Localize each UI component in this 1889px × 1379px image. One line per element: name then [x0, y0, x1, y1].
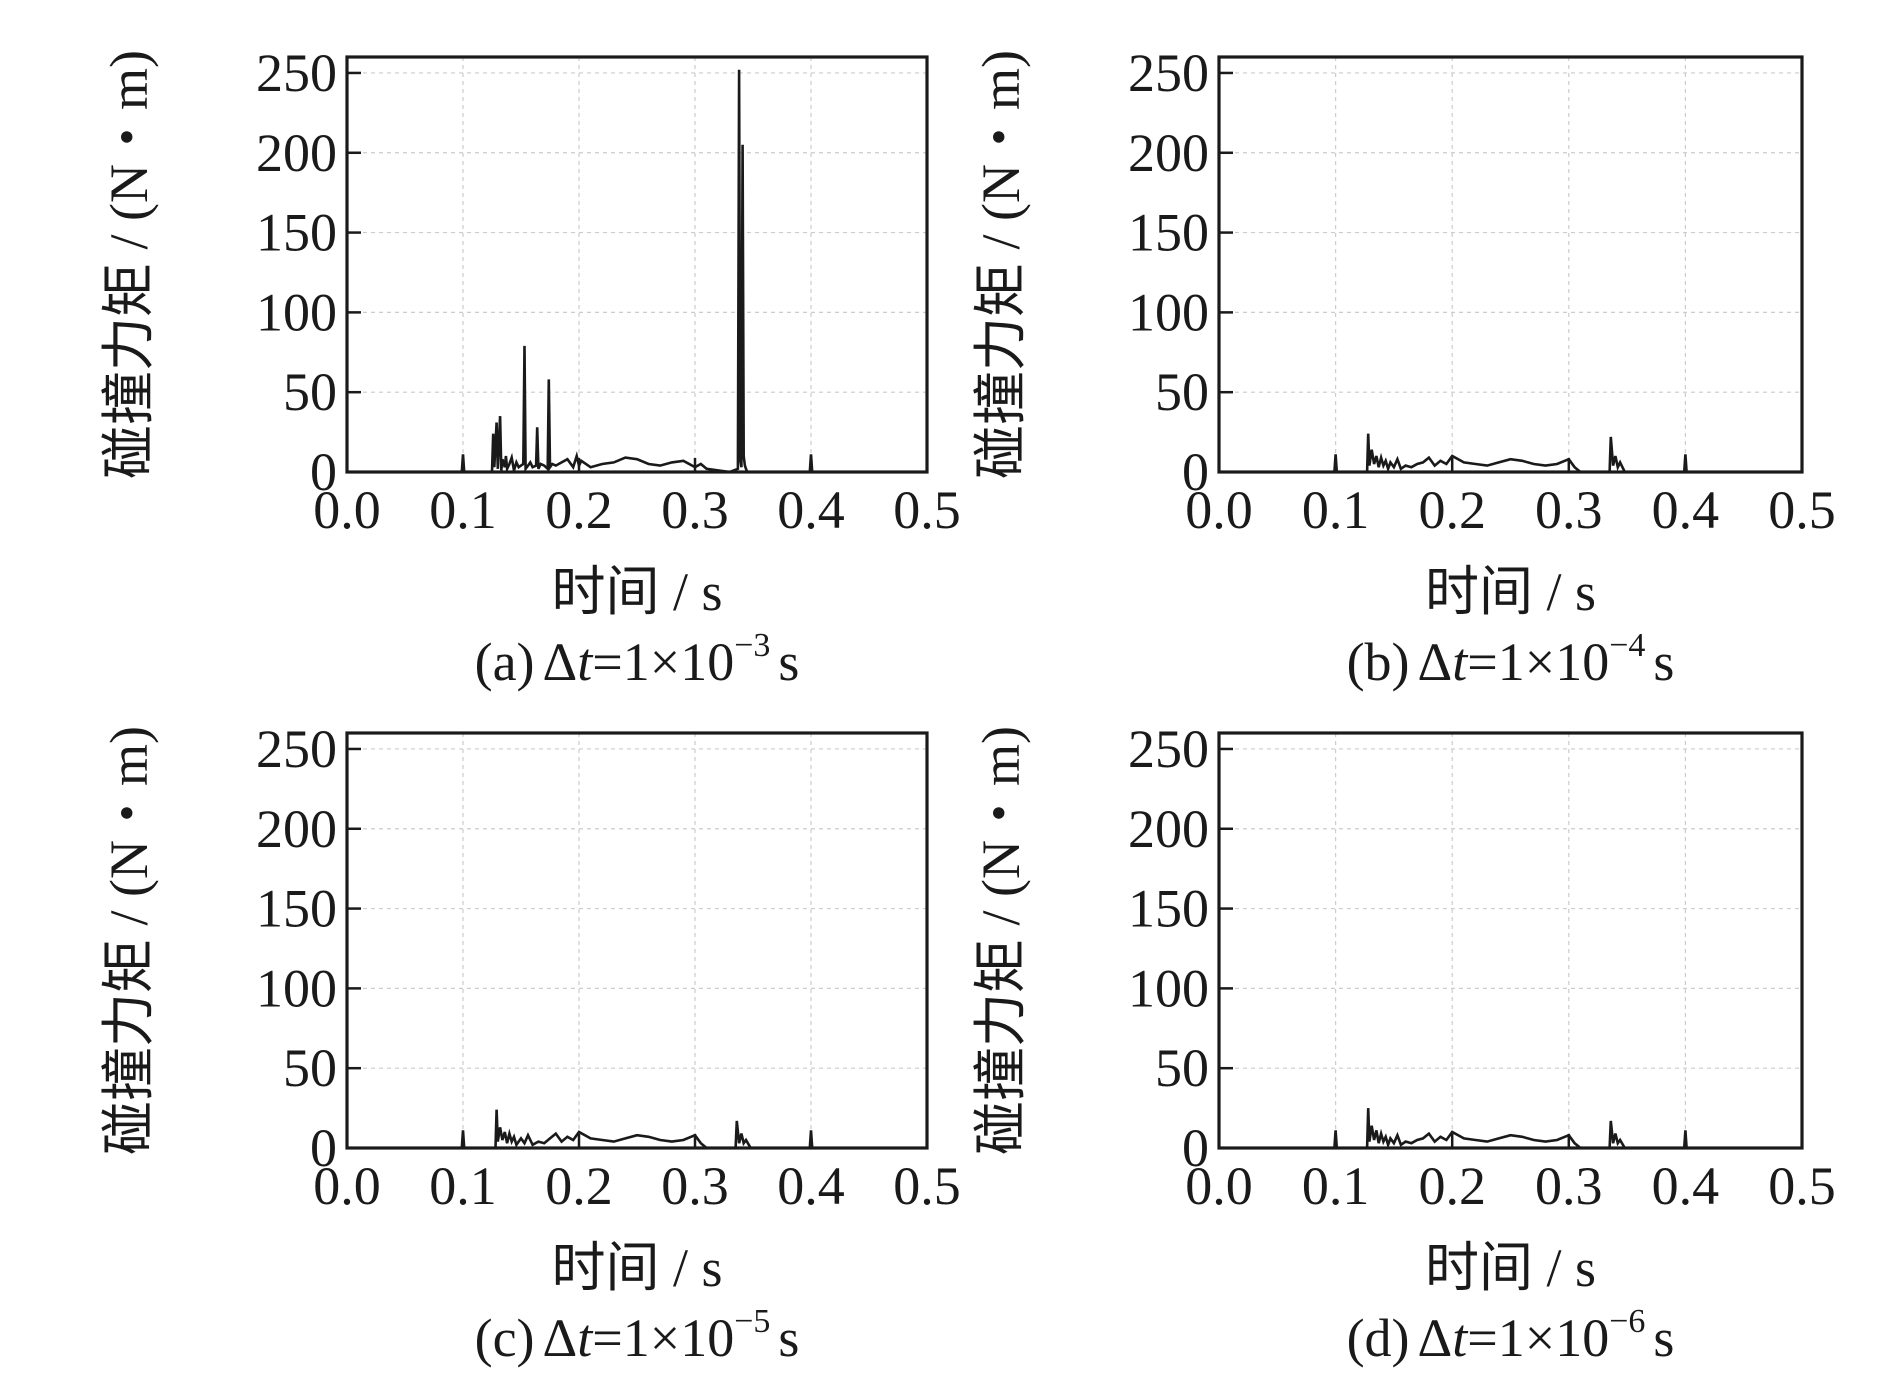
y-tick-label: 250 [1128, 43, 1209, 103]
x-tick-label: 0.1 [429, 1156, 497, 1216]
x-tick-label: 0.4 [777, 480, 845, 540]
x-tick-label: 0.2 [1418, 480, 1486, 540]
plot-frame [345, 731, 929, 1150]
y-axis-title: 碰撞力矩 / (N・m) [99, 726, 159, 1155]
y-tick-label: 0 [310, 442, 337, 502]
y-tick-label: 200 [256, 799, 337, 859]
x-tick-label: 0.4 [1652, 480, 1720, 540]
data-line [347, 69, 927, 474]
x-tick-label: 0.4 [777, 1156, 845, 1216]
caption-unit: s [778, 632, 799, 692]
caption-exponent: −3 [734, 627, 770, 664]
x-tick-label: 0.3 [661, 1156, 729, 1216]
x-tick-label: 0.5 [1768, 1156, 1836, 1216]
y-tick-label: 50 [1155, 362, 1209, 422]
caption-exponent: −5 [734, 1303, 770, 1340]
caption-main: =1×10 [1467, 1308, 1609, 1368]
caption-letter: (d) [1347, 1308, 1410, 1368]
x-tick-label: 0.0 [1185, 480, 1253, 540]
x-tick-label: 0.5 [1768, 480, 1836, 540]
caption-variable: t [577, 632, 594, 692]
caption-letter: (a) [475, 632, 535, 692]
y-tick-label: 150 [1128, 203, 1209, 263]
y-tick-label: 200 [1128, 799, 1209, 859]
x-tick-label: 0.1 [1302, 1156, 1370, 1216]
chart-panel-a: 0.0 0.1 0.2 0.3 0.4 0.5 0 50 100 150 200 250 时间 / s 碰… [99, 43, 961, 692]
y-tick-label: 100 [256, 282, 337, 342]
y-tick-label: 250 [1128, 719, 1209, 779]
panel-caption: (a) Δt=1×10−3 s [475, 627, 800, 692]
y-tick-label: 150 [1128, 879, 1209, 939]
y-axis-title: 碰撞力矩 / (N・m) [99, 50, 159, 479]
y-tick-label: 50 [283, 1038, 337, 1098]
caption-delta: Δ [543, 632, 578, 692]
y-tick-label: 0 [1182, 442, 1209, 502]
chart-panel-d: 0.0 0.1 0.2 0.3 0.4 0.5 0 50 100 150 200 250 时间 / s 碰… [971, 719, 1836, 1368]
caption-variable: t [577, 1308, 594, 1368]
y-tick-label: 50 [283, 362, 337, 422]
x-tick-label: 0.2 [545, 1156, 613, 1216]
y-tick-label: 100 [1128, 958, 1209, 1018]
x-tick-label: 0.3 [1535, 1156, 1603, 1216]
y-tick-label: 50 [1155, 1038, 1209, 1098]
x-tick-label: 0.3 [1535, 480, 1603, 540]
y-tick-label: 0 [1182, 1118, 1209, 1178]
caption-main: =1×10 [592, 632, 734, 692]
x-tick-label: 0.1 [429, 480, 497, 540]
data-line [347, 1109, 927, 1150]
y-tick-label: 150 [256, 879, 337, 939]
chart-panel-c: 0.0 0.1 0.2 0.3 0.4 0.5 0 50 100 150 200 250 时间 / s 碰… [99, 719, 961, 1368]
y-tick-label: 100 [256, 958, 337, 1018]
panel-caption: (b) Δt=1×10−4 s [1347, 627, 1675, 692]
caption-variable: t [1452, 632, 1469, 692]
y-axis-title: 碰撞力矩 / (N・m) [971, 50, 1031, 479]
caption-exponent: −4 [1609, 627, 1645, 664]
caption-unit: s [778, 1308, 799, 1368]
y-tick-label: 100 [1128, 282, 1209, 342]
data-line [1219, 1108, 1802, 1150]
x-tick-label: 0.5 [893, 1156, 961, 1216]
x-axis-title: 时间 / s [551, 1238, 722, 1298]
plot-frame [1217, 55, 1804, 474]
caption-unit: s [1653, 632, 1674, 692]
y-axis-title: 碰撞力矩 / (N・m) [971, 726, 1031, 1155]
y-tick-label: 0 [310, 1118, 337, 1178]
caption-letter: (c) [475, 1308, 535, 1368]
x-axis-title: 时间 / s [1425, 1238, 1596, 1298]
x-tick-label: 0.4 [1652, 1156, 1720, 1216]
caption-exponent: −6 [1609, 1303, 1645, 1340]
x-tick-label: 0.2 [545, 480, 613, 540]
y-tick-label: 200 [256, 123, 337, 183]
caption-letter: (b) [1347, 632, 1410, 692]
y-tick-label: 250 [256, 719, 337, 779]
x-axis-title: 时间 / s [1425, 562, 1596, 622]
plot-frame [345, 55, 929, 474]
x-axis-title: 时间 / s [551, 562, 722, 622]
x-tick-label: 0.0 [313, 1156, 381, 1216]
x-tick-label: 0.2 [1418, 1156, 1486, 1216]
x-tick-label: 0.0 [1185, 1156, 1253, 1216]
caption-unit: s [1653, 1308, 1674, 1368]
chart-panel-b: 0.0 0.1 0.2 0.3 0.4 0.5 0 50 100 150 200 250 时间 / s 碰… [971, 43, 1836, 692]
x-tick-label: 0.5 [893, 480, 961, 540]
panel-caption: (c) Δt=1×10−5 s [475, 1303, 800, 1368]
caption-delta: Δ [543, 1308, 578, 1368]
y-tick-label: 200 [1128, 123, 1209, 183]
x-tick-label: 0.3 [661, 480, 729, 540]
y-tick-label: 250 [256, 43, 337, 103]
caption-delta: Δ [1418, 1308, 1453, 1368]
y-tick-label: 150 [256, 203, 337, 263]
panel-caption: (d) Δt=1×10−6 s [1347, 1303, 1675, 1368]
caption-main: =1×10 [592, 1308, 734, 1368]
plot-frame [1217, 731, 1804, 1150]
caption-variable: t [1452, 1308, 1469, 1368]
caption-delta: Δ [1418, 632, 1453, 692]
data-line [1219, 433, 1802, 474]
x-tick-label: 0.0 [313, 480, 381, 540]
x-tick-label: 0.1 [1302, 480, 1370, 540]
caption-main: =1×10 [1467, 632, 1609, 692]
